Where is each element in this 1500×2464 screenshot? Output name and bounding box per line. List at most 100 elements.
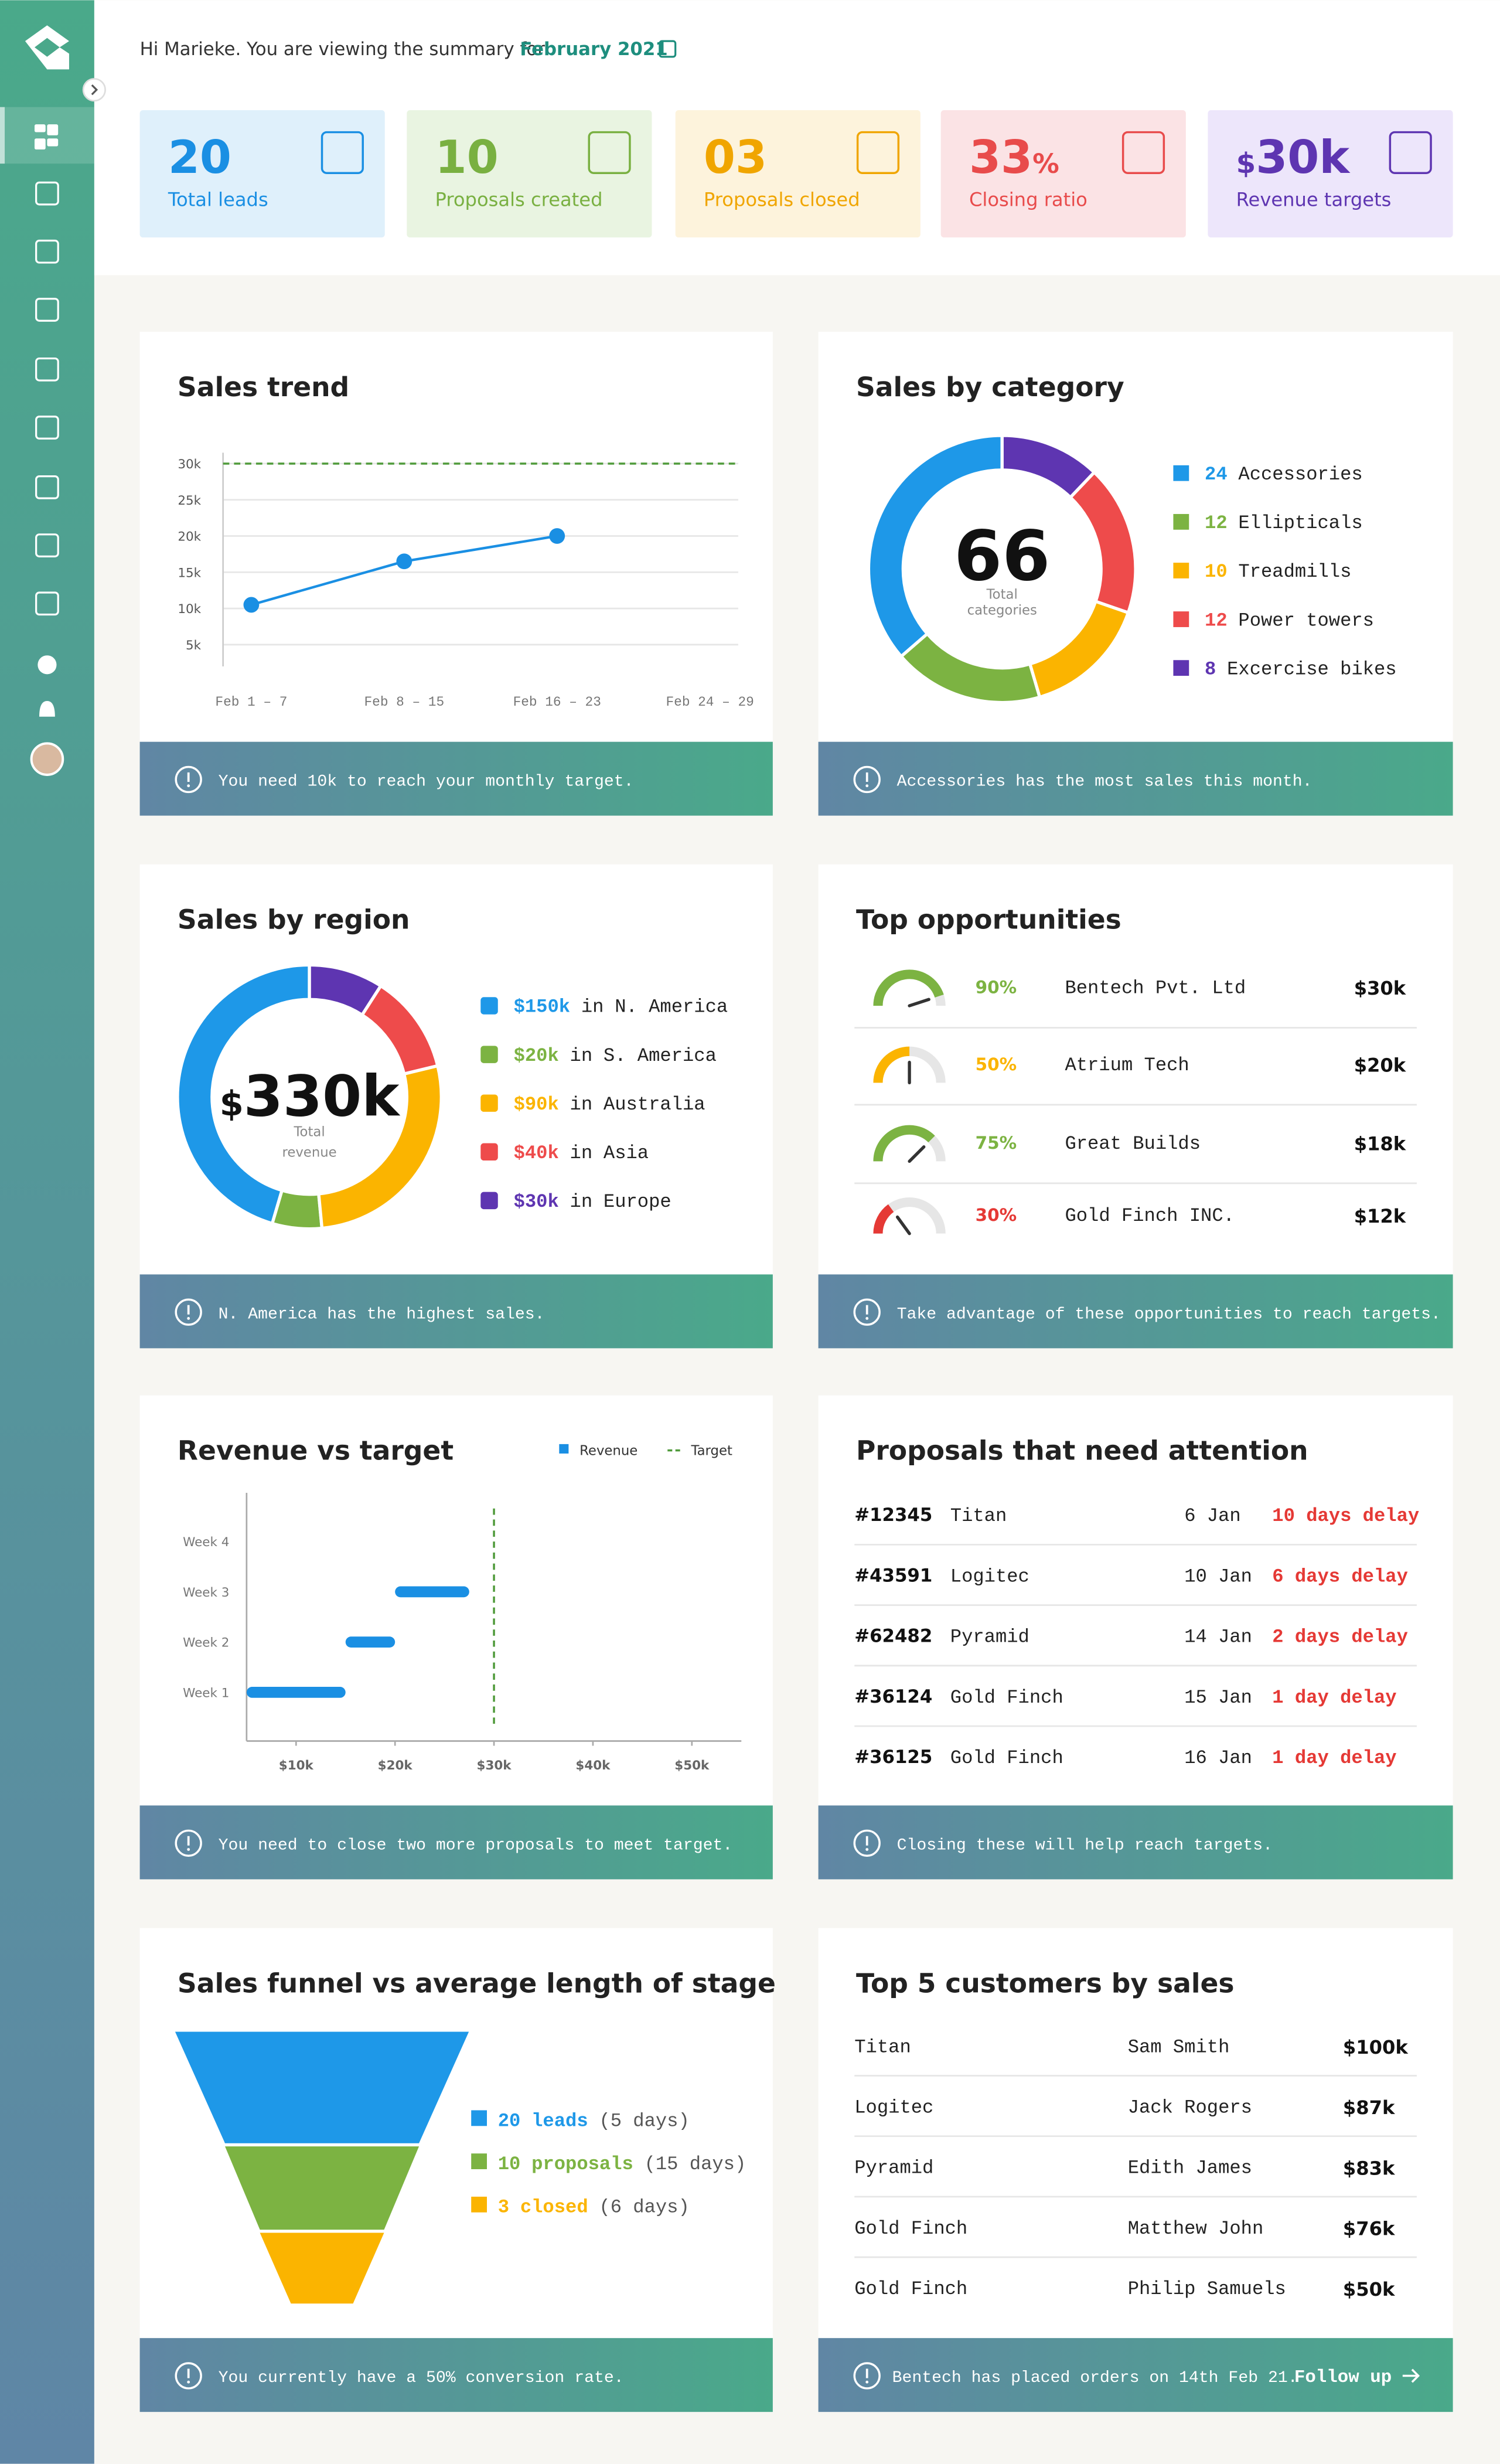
legend-entry: $150k in N. America bbox=[514, 996, 728, 1018]
gauge-needle bbox=[895, 1215, 911, 1236]
nav-icon[interactable] bbox=[35, 298, 59, 322]
stat-icon bbox=[856, 131, 900, 174]
customer-amount: $87k bbox=[1343, 2097, 1395, 2119]
gauge-value bbox=[873, 1046, 910, 1083]
info-icon bbox=[853, 1298, 881, 1326]
stat-suffix: % bbox=[1032, 148, 1059, 179]
proposal-id: #43591 bbox=[854, 1565, 932, 1586]
legend-swatch bbox=[1173, 563, 1189, 578]
proposal-date: 16 Jan bbox=[1184, 1747, 1252, 1769]
legend-category: Asia bbox=[604, 1142, 649, 1164]
x-tick-label: $30k bbox=[477, 1758, 512, 1773]
nav-icon[interactable] bbox=[35, 591, 59, 616]
active-bar bbox=[0, 107, 5, 164]
x-tick-label: $40k bbox=[575, 1758, 611, 1773]
donut-segment bbox=[176, 963, 311, 1226]
proposal-client: Pyramid bbox=[950, 1626, 1029, 1648]
legend-entry: $20k in S. America bbox=[514, 1045, 717, 1067]
stat-number: 10 bbox=[435, 131, 499, 184]
legend-entry: $30k in Europe bbox=[514, 1191, 671, 1213]
nav-icon[interactable] bbox=[35, 533, 59, 557]
customer-company: Titan bbox=[854, 2036, 911, 2058]
proposal-delay: 1 day delay bbox=[1272, 1687, 1396, 1709]
legend-swatch bbox=[480, 1143, 498, 1161]
donut-segment bbox=[308, 963, 383, 1017]
avatar[interactable] bbox=[30, 742, 64, 776]
legend-swatch bbox=[480, 1094, 498, 1112]
card-footer bbox=[818, 741, 1453, 816]
footer-note: Closing these will help reach targets. bbox=[897, 1836, 1273, 1854]
card bbox=[818, 1395, 1453, 1880]
opportunity-amount: $30k bbox=[1354, 977, 1406, 999]
legend-swatch bbox=[471, 2110, 487, 2126]
stat-label: Total leads bbox=[168, 189, 268, 211]
nav-icon-dashboard bbox=[47, 124, 59, 135]
donut-segment bbox=[1000, 434, 1097, 500]
bell-icon[interactable] bbox=[39, 700, 55, 717]
y-tick-label: 25k bbox=[178, 494, 201, 508]
collapse-button[interactable] bbox=[82, 78, 106, 102]
card-footer bbox=[139, 1805, 773, 1880]
nav-icon[interactable] bbox=[35, 416, 59, 440]
legend-value: 20 bbox=[498, 2110, 521, 2132]
nav-icon[interactable] bbox=[35, 357, 59, 382]
proposal-date: 15 Jan bbox=[1184, 1687, 1252, 1709]
proposal-id: #36125 bbox=[854, 1747, 932, 1768]
logo bbox=[25, 25, 69, 70]
proposal-client: Gold Finch bbox=[950, 1687, 1063, 1709]
nav-icon[interactable] bbox=[35, 475, 59, 499]
gauge-needle bbox=[908, 998, 930, 1008]
nav-icon-dashboard[interactable] bbox=[34, 124, 46, 132]
legend-swatch bbox=[1173, 660, 1189, 676]
legend-value: $40k bbox=[514, 1142, 559, 1164]
stat-card bbox=[139, 110, 385, 238]
center-label: Total bbox=[293, 1124, 325, 1139]
x-tick-label: Feb 24 – 29 bbox=[666, 695, 754, 710]
info-icon bbox=[853, 1829, 881, 1857]
stat-number: 33 bbox=[969, 131, 1032, 184]
legend-value: $90k bbox=[514, 1094, 559, 1115]
follow-up-link[interactable]: Follow up bbox=[1294, 2367, 1392, 2388]
proposal-delay: 6 days delay bbox=[1272, 1565, 1408, 1587]
info-icon-dot bbox=[187, 1848, 190, 1851]
legend-entry: 3 closed (6 days) bbox=[498, 2197, 690, 2218]
proposal-client: Gold Finch bbox=[950, 1747, 1063, 1769]
customer-contact: Matthew John bbox=[1128, 2218, 1264, 2240]
nav-icon[interactable] bbox=[35, 239, 59, 264]
x-tick-label: $10k bbox=[279, 1758, 314, 1773]
info-icon-dot bbox=[187, 1317, 190, 1320]
center-value: $330k bbox=[220, 1063, 401, 1129]
card-footer bbox=[139, 741, 773, 816]
revenue-bar bbox=[345, 1636, 396, 1648]
legend-connector: in bbox=[570, 1045, 593, 1067]
legend-entry: 10 Treadmills bbox=[1205, 561, 1351, 583]
stat-card bbox=[1208, 110, 1453, 238]
stat-label: Proposals closed bbox=[704, 189, 860, 211]
info-icon bbox=[175, 1298, 202, 1326]
footer-note: Accessories has the most sales this mont… bbox=[897, 773, 1312, 791]
card-footer bbox=[139, 1274, 773, 1349]
funnel-stage bbox=[175, 2031, 469, 2143]
legend-category: leads bbox=[531, 2110, 588, 2132]
customer-contact: Sam Smith bbox=[1128, 2036, 1230, 2058]
nav-icon[interactable] bbox=[35, 181, 59, 206]
center-label: Total bbox=[986, 587, 1018, 603]
card-footer bbox=[139, 2338, 773, 2412]
follow-up-arrow bbox=[1402, 2368, 1420, 2383]
opportunity-percent: 30% bbox=[976, 1205, 1017, 1225]
legend-value: $150k bbox=[514, 996, 571, 1018]
legend-swatch bbox=[480, 1192, 498, 1210]
help-icon[interactable] bbox=[38, 655, 57, 675]
info-icon bbox=[175, 1829, 202, 1857]
opportunity-company: Gold Finch INC. bbox=[1065, 1205, 1234, 1227]
legend-category: proposals bbox=[531, 2153, 633, 2175]
customer-company: Gold Finch bbox=[854, 2218, 967, 2240]
x-tick-label: $50k bbox=[674, 1758, 710, 1773]
legend-value: 10 bbox=[1205, 561, 1228, 583]
card-title: Sales by region bbox=[178, 904, 410, 935]
footer-note: You need to close two more proposals to … bbox=[219, 1836, 733, 1854]
gauge-value bbox=[873, 1125, 935, 1162]
stat-number: 30k bbox=[1256, 131, 1351, 184]
footer-note: You need 10k to reach your monthly targe… bbox=[219, 773, 634, 791]
trend-point bbox=[396, 553, 412, 570]
